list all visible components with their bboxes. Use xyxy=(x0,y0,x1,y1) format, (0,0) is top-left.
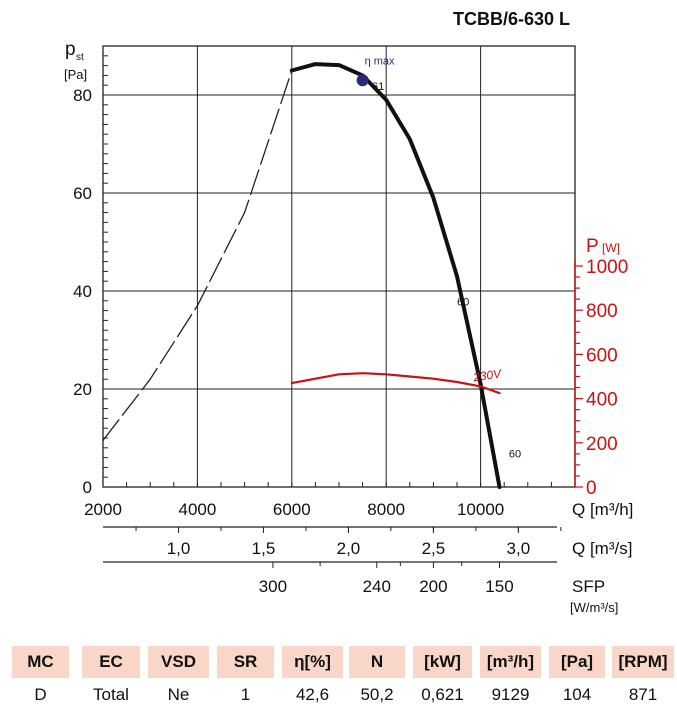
y2-tick-label: 1000 xyxy=(586,257,628,278)
table-value-cell: 0,621 xyxy=(421,685,464,704)
curve-annotation: 60 xyxy=(457,297,469,309)
curve-annotation: 60 xyxy=(509,449,521,461)
table-header-cell: EC xyxy=(82,646,140,678)
curve-annotation: 61 xyxy=(372,81,384,93)
y2-tick-label: 200 xyxy=(586,434,618,455)
y-tick-label: 40 xyxy=(73,282,92,301)
q-ms-tick-label: 3,0 xyxy=(507,539,531,558)
table-value-cell: Total xyxy=(93,685,129,704)
power-curve xyxy=(290,372,501,395)
table-header-cell: [RPM] xyxy=(612,646,674,678)
table-header-cell: η[%] xyxy=(282,646,343,678)
y2-tick-label: 0 xyxy=(586,478,597,499)
x-tick-label: 10000 xyxy=(457,500,504,519)
q-ms-tick-label: 1,0 xyxy=(167,539,191,558)
chart-title: TCBB/6-630 L xyxy=(453,9,570,29)
sfp-tick-label: 150 xyxy=(485,577,513,596)
sfp-axis-label: SFP xyxy=(572,577,605,596)
y-tick-label: 60 xyxy=(73,184,92,203)
eta-max-label: η max xyxy=(365,55,395,67)
table-value-cell: 42,6 xyxy=(295,685,330,704)
table-value-cell: Ne xyxy=(167,685,190,704)
table-header-cell: [m³/h] xyxy=(480,646,541,678)
sfp-tick-label: 300 xyxy=(259,577,287,596)
x-tick-label: 6000 xyxy=(273,500,311,519)
table-header-cell: N xyxy=(349,646,405,678)
x-axis-label: Q [m³/h] xyxy=(572,500,633,519)
table-value-cell: 9129 xyxy=(491,685,530,704)
table-header-cell: [Pa] xyxy=(549,646,605,678)
q-ms-tick-label: 2,0 xyxy=(337,539,361,558)
y2-axis-unit: [W] xyxy=(602,241,620,255)
table-value-cell: 104 xyxy=(562,685,592,704)
x-tick-label: 2000 xyxy=(84,500,122,519)
table-value-cell: 871 xyxy=(628,685,658,704)
y2-tick-label: 800 xyxy=(586,301,618,322)
pressure-curve xyxy=(289,62,502,489)
q-ms-tick-label: 1,5 xyxy=(252,539,276,558)
y-tick-label: 80 xyxy=(73,86,92,105)
y-axis-label: p xyxy=(65,39,76,60)
plot-frame xyxy=(102,45,576,488)
sfp-tick-label: 240 xyxy=(363,577,391,596)
x-tick-label: 8000 xyxy=(367,500,405,519)
table-header-cell: VSD xyxy=(148,646,209,678)
sfp-tick-label: 200 xyxy=(419,577,447,596)
y2-tick-label: 600 xyxy=(586,345,618,366)
x-tick-label: 4000 xyxy=(178,500,216,519)
y2-tick-label: 400 xyxy=(586,390,618,411)
table-header-cell: [kW] xyxy=(413,646,472,678)
table-value-cell: D xyxy=(34,685,47,704)
table-value-cell: 1 xyxy=(240,685,251,704)
extrapolated-pressure-curve xyxy=(102,69,293,442)
y-tick-label: 20 xyxy=(73,380,92,399)
power-curve-label: 230V xyxy=(471,366,503,384)
q-ms-tick-label: 2,5 xyxy=(422,539,446,558)
y2-axis-label: P xyxy=(586,236,599,257)
table-header-cell: SR xyxy=(217,646,274,678)
table-value-cell: 50,2 xyxy=(360,685,394,704)
table-header-cell: MC xyxy=(12,646,69,678)
y-axis-label-sub: st xyxy=(76,52,84,63)
eta-max-point xyxy=(356,74,369,87)
y-axis-unit: [Pa] xyxy=(64,67,87,82)
sfp-axis-unit: [W/m³/s] xyxy=(570,600,618,615)
y-tick-label: 0 xyxy=(83,478,92,497)
q-ms-axis-label: Q [m³/s] xyxy=(572,539,632,558)
